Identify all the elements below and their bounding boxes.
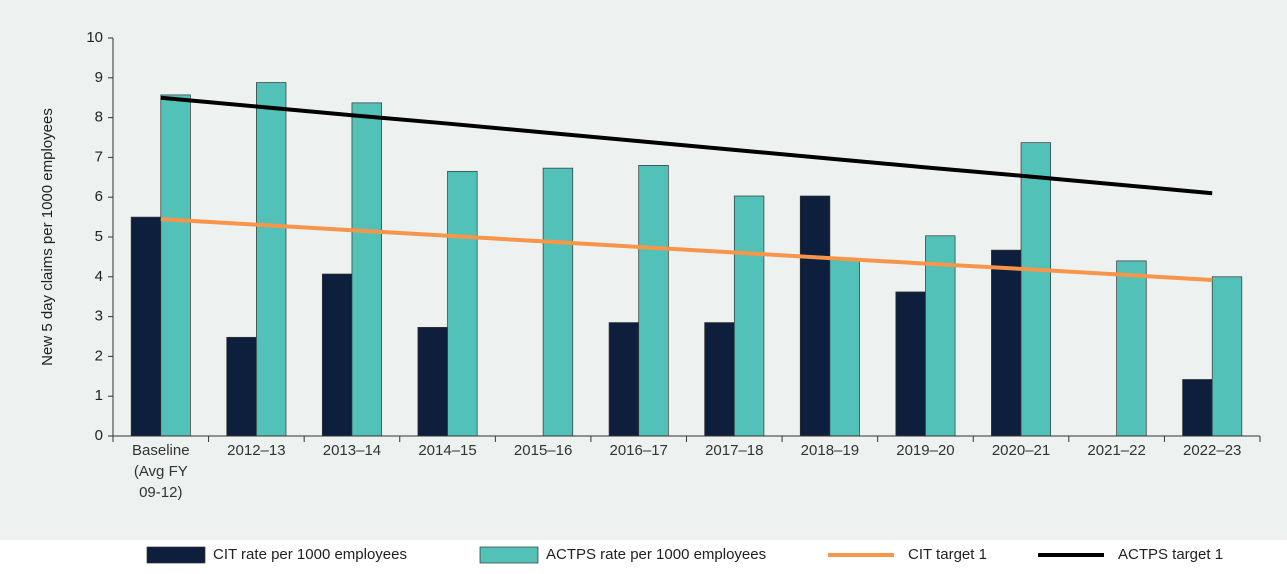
bar — [608, 322, 640, 437]
bar — [130, 216, 162, 437]
legend-swatch — [479, 546, 539, 564]
x-tick-label-box: 2021–22 — [1087, 442, 1146, 459]
x-tick-label-box: 2016–17 — [609, 442, 668, 459]
y-tick-label: 8 — [95, 109, 103, 126]
x-tick-label-box: 2018–19 — [800, 442, 860, 459]
legend-label: ACTPS target 1 — [1118, 546, 1223, 563]
x-tick-label-box: 2014–15 — [418, 442, 477, 459]
bar — [704, 322, 735, 437]
bar — [226, 336, 257, 437]
x-tick-label: 2019–20 — [896, 442, 955, 459]
x-tick-label-box: Baseline (Avg FY 09-12) — [132, 442, 190, 501]
bar — [447, 170, 478, 437]
y-tick-label: 9 — [95, 69, 103, 86]
target-line — [160, 217, 1213, 282]
bar — [799, 195, 831, 437]
legend-swatch — [146, 546, 206, 564]
bar — [351, 102, 382, 437]
y-tick-label: 1 — [95, 387, 103, 404]
bar — [991, 249, 1022, 437]
bar — [829, 258, 860, 437]
x-tick-label: 2015–16 — [513, 442, 573, 459]
x-tick-label-box: 2017–18 — [705, 442, 764, 459]
x-tick-label: 2021–22 — [1087, 442, 1146, 459]
y-tick-label: 2 — [95, 347, 103, 364]
x-tick-label-box: 2019–20 — [896, 442, 955, 459]
y-tick-label: 4 — [95, 268, 103, 285]
y-tick-label: 0 — [95, 427, 103, 444]
x-tick-label: 2016–17 — [609, 442, 668, 459]
y-tick-label: 6 — [95, 188, 103, 205]
x-tick-label: 2017–18 — [705, 442, 764, 459]
bar — [1211, 276, 1243, 437]
legend-label: CIT target 1 — [908, 546, 987, 563]
x-tick-label: 2022–23 — [1183, 442, 1242, 459]
bar — [1020, 142, 1052, 437]
legend-label: CIT rate per 1000 employees — [213, 546, 407, 563]
x-tick-label-box: 2020–21 — [991, 442, 1051, 459]
y-tick-label: 3 — [95, 308, 103, 325]
bar — [733, 195, 765, 437]
bar — [638, 165, 669, 437]
x-tick-label: 2018–19 — [800, 442, 860, 459]
y-tick-label: 10 — [86, 29, 103, 46]
bar — [256, 82, 287, 437]
x-tick-label-box: 2015–16 — [513, 442, 573, 459]
y-axis-label: New 5 day claims per 1000 employees — [39, 108, 56, 366]
y-tick-label: 7 — [95, 148, 103, 165]
x-tick-label: Baseline (Avg FY 09-12) — [132, 442, 190, 501]
x-tick-label: 2020–21 — [991, 442, 1051, 459]
bar — [417, 326, 448, 437]
x-tick-label: 2013–14 — [322, 442, 382, 459]
bar — [895, 291, 926, 437]
bar — [542, 167, 574, 437]
y-tick-label: 5 — [95, 228, 103, 245]
bar — [1116, 260, 1147, 437]
bar — [925, 235, 956, 437]
x-tick-label-box: 2013–14 — [322, 442, 382, 459]
bar — [1182, 379, 1213, 437]
bar — [160, 94, 191, 437]
x-tick-label-box: 2022–23 — [1183, 442, 1242, 459]
legend-label: ACTPS rate per 1000 employees — [546, 546, 766, 563]
x-tick-label: 2012–13 — [227, 442, 286, 459]
target-line — [160, 95, 1213, 196]
x-tick-label-box: 2012–13 — [227, 442, 286, 459]
bar — [321, 273, 353, 437]
x-tick-label: 2014–15 — [418, 442, 477, 459]
